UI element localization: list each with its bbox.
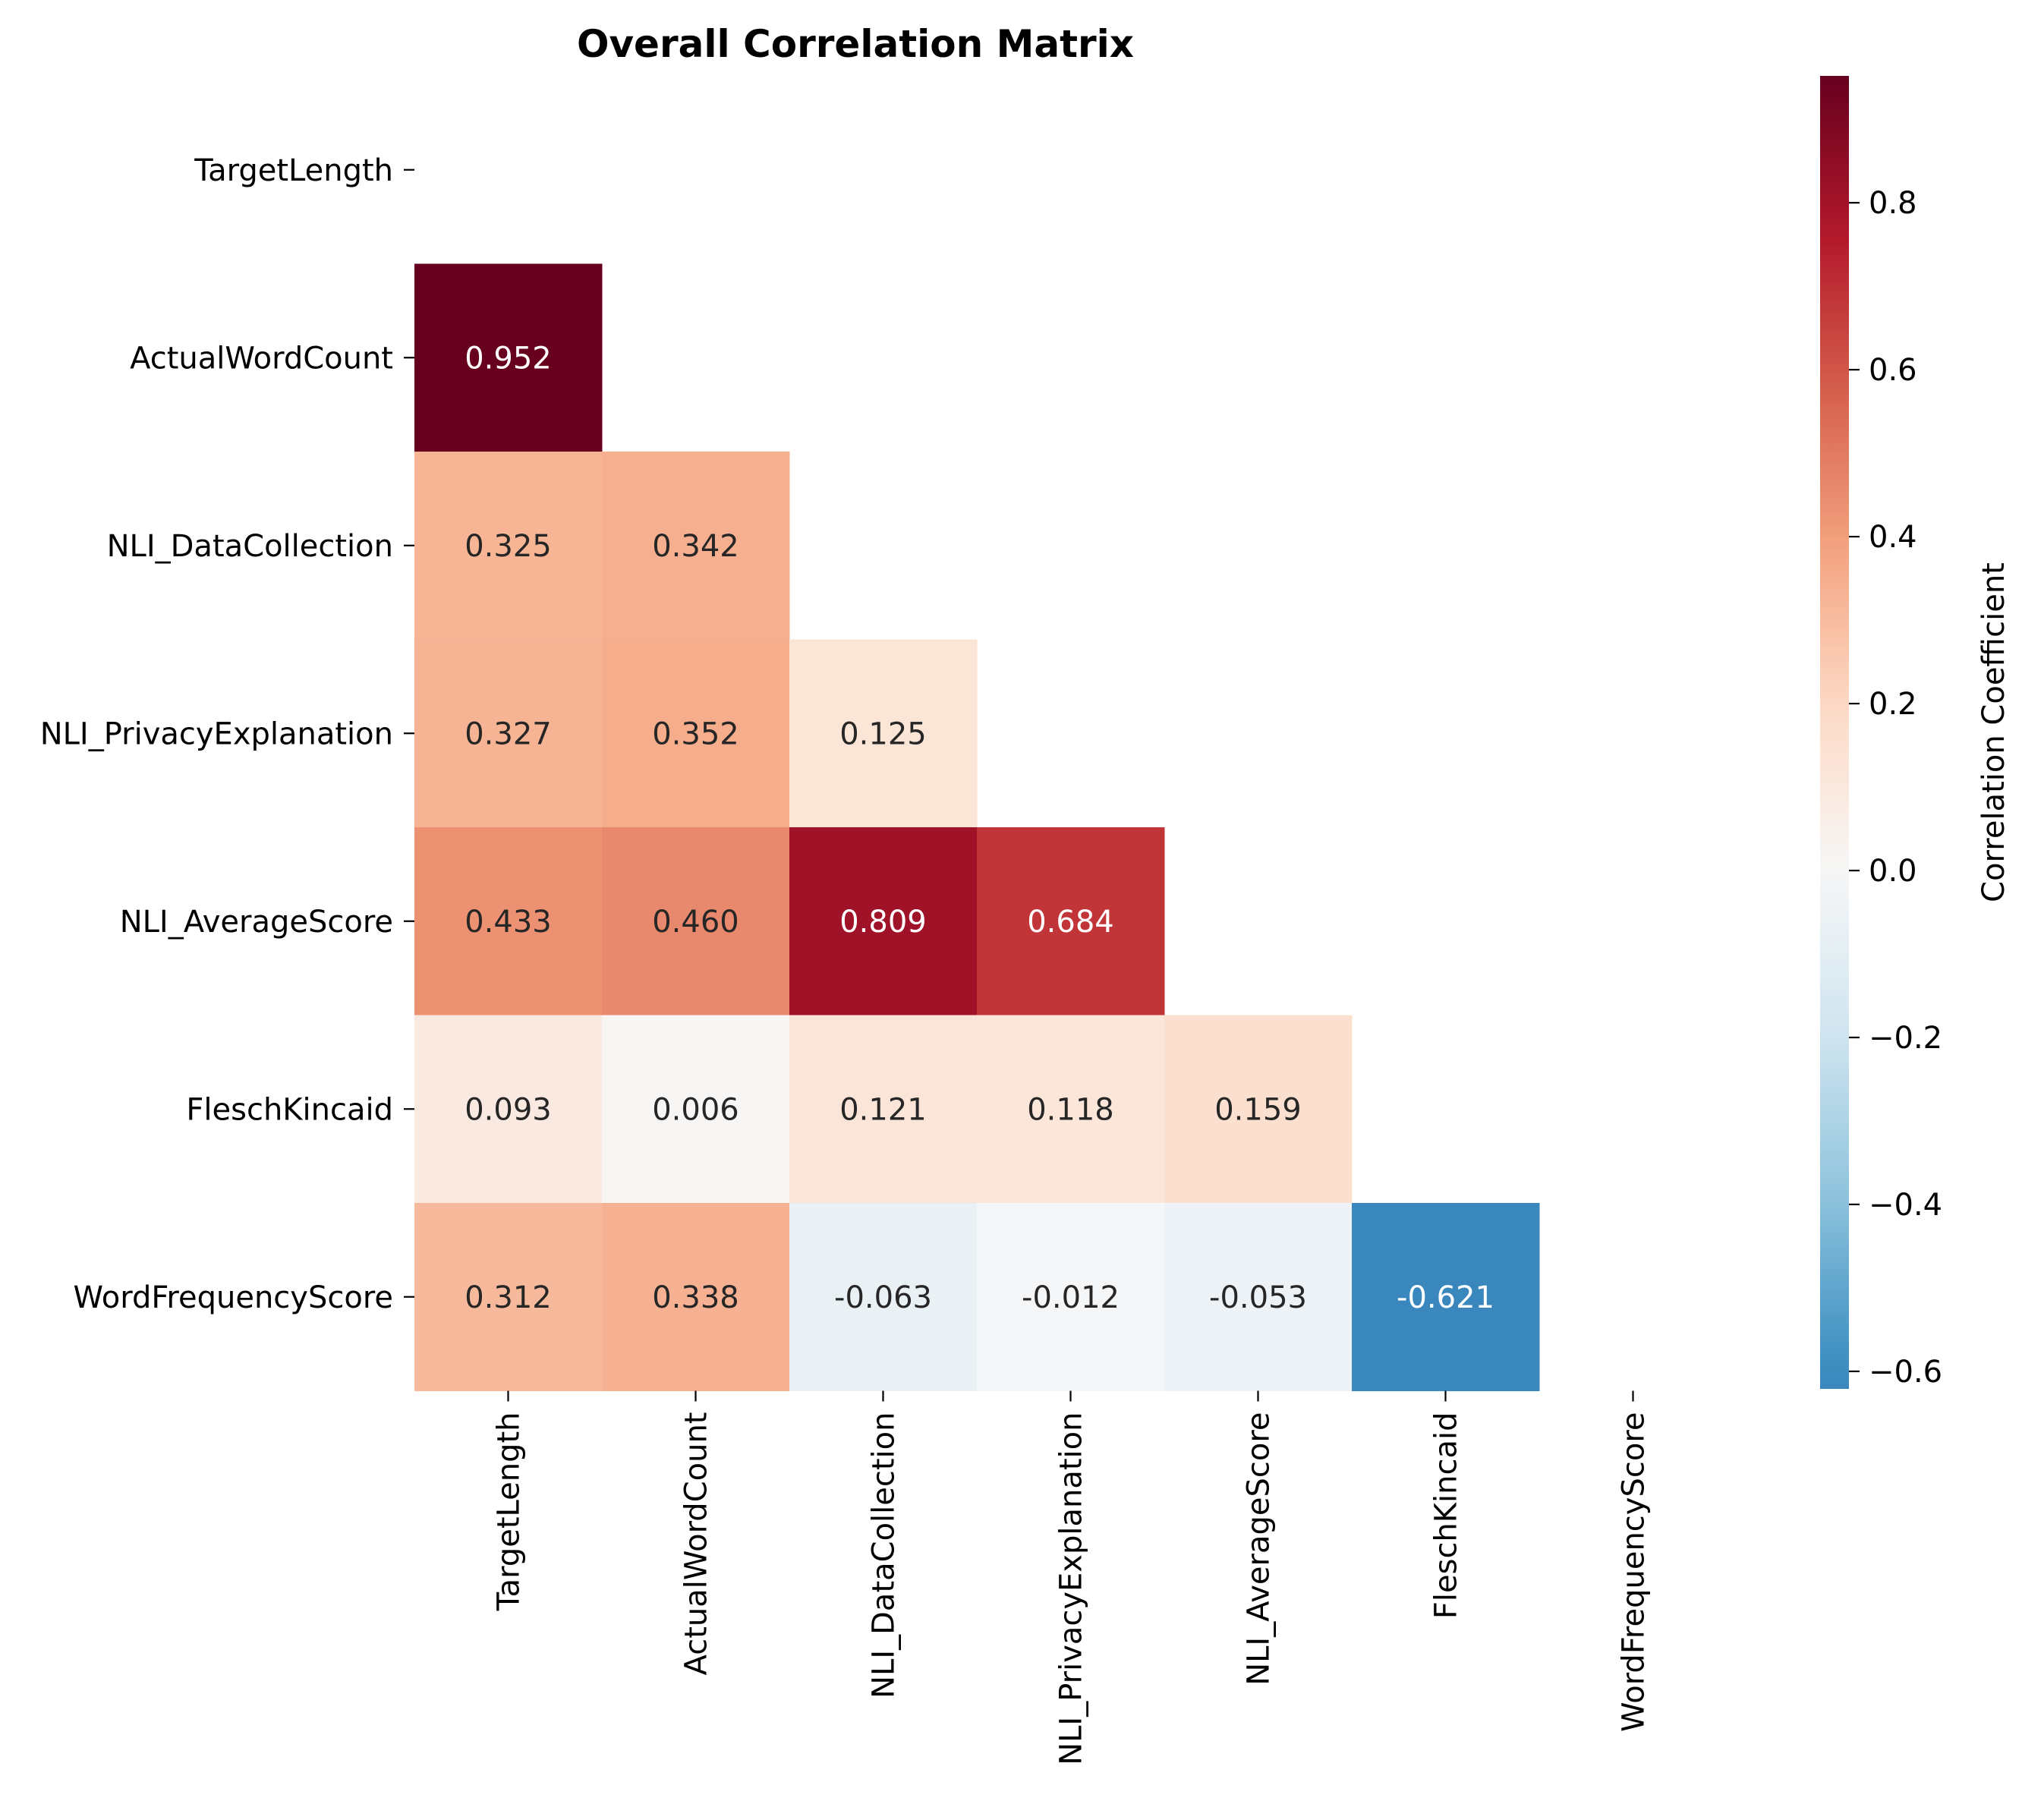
x-tick-label: FleschKincaid: [1429, 1412, 1464, 1620]
heatmap-cell: [977, 1015, 1165, 1204]
y-tick-label: WordFrequencyScore: [74, 1280, 393, 1315]
cell-value-label: 0.121: [839, 1092, 927, 1127]
colorbar-tick-label: 0.2: [1869, 687, 1917, 722]
heatmap-cell: [789, 1203, 978, 1391]
heatmap-cell: [602, 827, 790, 1015]
cell-value-label: 0.327: [465, 716, 552, 751]
colorbar-label: Correlation Coefficient: [1976, 562, 2011, 902]
cell-value-label: -0.621: [1397, 1280, 1494, 1315]
cell-value-label: 0.952: [465, 341, 552, 376]
cell-value-label: 0.342: [652, 529, 739, 564]
heatmap-cell: [789, 639, 978, 828]
heatmap-cell: [414, 1203, 603, 1391]
y-tick-label: ActualWordCount: [130, 341, 393, 376]
heatmap-cell: [602, 452, 790, 640]
chart-title: Overall Correlation Matrix: [577, 22, 1134, 66]
heatmap-cell: [789, 827, 978, 1015]
colorbar-tick-label: −0.4: [1869, 1188, 1942, 1223]
cell-value-label: 0.125: [839, 716, 927, 751]
x-tick-label: ActualWordCount: [679, 1412, 714, 1676]
heatmap-cells: [414, 263, 1540, 1391]
cell-value-label: 0.325: [465, 529, 552, 564]
cell-value-label: 0.352: [652, 716, 739, 751]
heatmap-cell: [977, 827, 1165, 1015]
y-tick-label: NLI_DataCollection: [107, 529, 393, 564]
cell-value-label: 0.006: [652, 1092, 739, 1127]
heatmap-cell: [414, 1015, 603, 1204]
cell-value-label: 0.433: [465, 905, 552, 940]
heatmap-cell: [602, 1203, 790, 1391]
heatmap-cell-labels: 0.952 0.325 0.342 0.327 0.352 0.125 0.433 0.460…: [465, 341, 1494, 1315]
heatmap-cell: [602, 1015, 790, 1204]
heatmap-cell: [414, 639, 603, 828]
heatmap-cell: [414, 827, 603, 1015]
y-tick-label: TargetLength: [194, 153, 393, 188]
cell-value-label: -0.053: [1209, 1280, 1307, 1315]
cell-value-label: -0.012: [1022, 1280, 1120, 1315]
y-tick-label: NLI_AverageScore: [120, 905, 393, 940]
heatmap-cell: [1164, 1203, 1353, 1391]
colorbar-gradient: [1820, 76, 1849, 1389]
cell-value-label: 0.338: [652, 1280, 739, 1315]
heatmap-cell: [414, 263, 603, 452]
colorbar-tick-label: 0.4: [1869, 520, 1917, 555]
heatmap-cell: [977, 1203, 1165, 1391]
cell-value-label: 0.460: [652, 905, 739, 940]
colorbar-tick-label: 0.6: [1869, 353, 1917, 388]
cell-value-label: 0.809: [839, 905, 927, 940]
cell-value-label: 0.118: [1027, 1092, 1114, 1127]
x-tick-label: NLI_PrivacyExplanation: [1054, 1412, 1089, 1765]
x-tick-label: WordFrequencyScore: [1617, 1412, 1652, 1732]
colorbar: −0.6 −0.4 −0.2 0.0 0.2 0.4 0.6 0.8 Correlation C…: [1820, 76, 2011, 1390]
cell-value-label: 0.159: [1214, 1092, 1302, 1127]
heatmap-cell: [789, 1015, 978, 1204]
x-axis: TargetLength ActualWordCount NLI_DataColle…: [492, 1390, 1652, 1765]
cell-value-label: 0.093: [465, 1092, 552, 1127]
cell-value-label: -0.063: [834, 1280, 932, 1315]
colorbar-tick-label: 0.8: [1869, 186, 1917, 221]
y-tick-label: NLI_PrivacyExplanation: [40, 716, 393, 751]
heatmap-cell: [602, 639, 790, 828]
y-axis: TargetLength ActualWordCount NLI_DataColle…: [40, 153, 414, 1315]
heatmap-cell: [1352, 1203, 1540, 1391]
y-tick-label: FleschKincaid: [186, 1092, 393, 1127]
x-tick-label: NLI_AverageScore: [1242, 1412, 1277, 1686]
colorbar-tick-label: −0.2: [1869, 1021, 1942, 1056]
heatmap-cell: [1164, 1015, 1353, 1204]
cell-value-label: 0.312: [465, 1280, 552, 1315]
cell-value-label: 0.684: [1027, 905, 1114, 940]
colorbar-tick-label: −0.6: [1869, 1355, 1942, 1390]
colorbar-tick-label: 0.0: [1869, 854, 1917, 889]
heatmap-cell: [414, 452, 603, 640]
x-tick-label: NLI_DataCollection: [867, 1412, 902, 1699]
x-tick-label: TargetLength: [492, 1412, 527, 1612]
